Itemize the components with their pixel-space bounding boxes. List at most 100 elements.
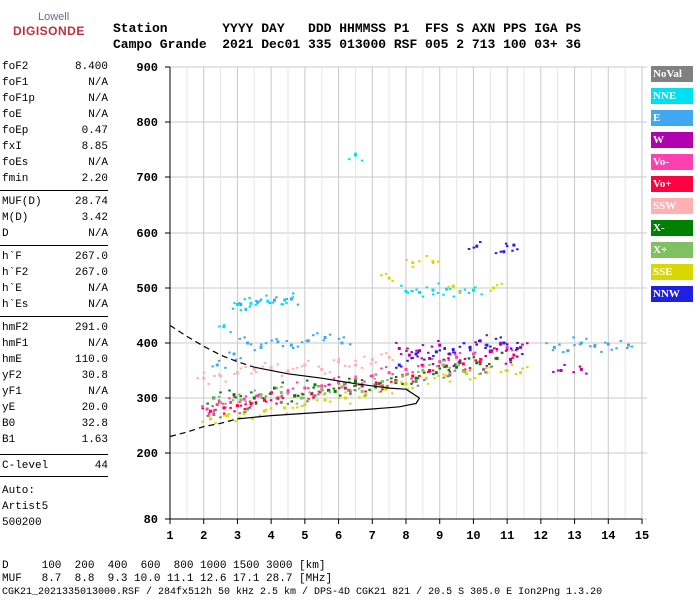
point-x [273, 386, 277, 390]
point-x [353, 380, 357, 383]
point-sse [262, 409, 266, 413]
point-echo [457, 363, 461, 366]
legend-item-nnw: NNW [651, 286, 693, 302]
point-echo [238, 302, 241, 305]
point-echo [410, 377, 413, 380]
point-echo [222, 324, 226, 327]
point-e [259, 345, 263, 349]
point-echo [353, 384, 356, 387]
param-value: 8.400 [74, 61, 108, 73]
legend-item-e: E [651, 110, 693, 126]
point-echo [265, 294, 268, 297]
point-echo [505, 343, 509, 346]
point-echo [332, 387, 336, 390]
point-nnw [451, 348, 455, 352]
point-echo [287, 389, 290, 391]
point-echo [323, 392, 327, 395]
y-tick-label: 800 [136, 116, 158, 130]
point-echo [300, 341, 304, 344]
point-echo [217, 373, 221, 376]
point-echo [410, 351, 413, 354]
point-echo [417, 365, 420, 368]
point-vo [370, 374, 374, 378]
point-echo [418, 375, 421, 377]
point-sse [519, 371, 523, 375]
point-echo [442, 293, 445, 296]
point-e [289, 297, 293, 301]
point-echo [243, 408, 247, 411]
point-vo [444, 364, 448, 368]
point-echo [213, 375, 216, 377]
point-noval [212, 413, 216, 416]
x-tick-label: 9 [436, 529, 443, 543]
param-key: h`E [2, 283, 22, 295]
point-echo [484, 371, 487, 374]
point-echo [448, 380, 452, 383]
point-vo [235, 404, 239, 408]
param-value: N/A [88, 93, 108, 105]
point-echo [280, 395, 283, 398]
point-echo [264, 395, 268, 398]
point-x [455, 365, 459, 369]
point-echo [312, 334, 315, 337]
point-echo [332, 359, 336, 362]
point-w [438, 343, 442, 347]
point-echo [585, 372, 588, 375]
point-echo [239, 357, 242, 360]
point-echo [280, 374, 284, 377]
point-nnw [485, 343, 489, 347]
point-echo [255, 394, 258, 397]
point-vo [411, 374, 415, 378]
point-echo [490, 349, 494, 352]
point-echo [254, 371, 258, 374]
point-echo [399, 353, 403, 356]
param-value: 28.74 [74, 196, 108, 208]
point-vo [205, 407, 209, 411]
point-echo [505, 245, 509, 248]
point-echo [425, 255, 429, 257]
point-w [509, 358, 513, 361]
point-e [289, 343, 293, 347]
point-echo [379, 381, 382, 384]
point-echo [386, 379, 389, 382]
param-key: foEp [2, 125, 29, 137]
point-echo [362, 395, 366, 398]
param-fof1p: foF1p N/A [2, 92, 108, 106]
point-nne [404, 289, 408, 293]
point-echo [510, 349, 514, 352]
point-nnw [502, 341, 506, 345]
param-ye: yE 20.0 [2, 401, 108, 415]
point-nnw [414, 352, 418, 356]
point-echo [317, 385, 321, 388]
param-key: foEs [2, 157, 29, 169]
point-w [579, 367, 583, 371]
point-echo [260, 343, 263, 346]
point-echo [452, 351, 455, 354]
point-echo [399, 365, 403, 368]
point-echo [316, 332, 319, 335]
param-value: 267.0 [74, 251, 108, 263]
point-echo [489, 345, 492, 348]
point-echo [401, 375, 405, 377]
point-vo [222, 406, 226, 410]
param-hmf1: hmF1 N/A [2, 337, 108, 351]
point-echo [217, 399, 221, 402]
point-echo [431, 363, 435, 365]
point-echo [217, 359, 221, 362]
param-fof2: foF2 8.400 [2, 60, 108, 74]
d-scale-line: D 100 200 400 600 800 1000 1500 3000 [km… [2, 560, 326, 572]
point-echo [578, 343, 582, 346]
point-echo [484, 367, 487, 370]
point-sse [343, 396, 347, 400]
point-echo [504, 342, 508, 345]
point-echo [213, 397, 216, 400]
point-echo [452, 284, 455, 287]
legend-item-vo: Vo+ [651, 176, 693, 192]
point-echo [270, 391, 273, 394]
point-echo [244, 309, 248, 312]
point-nne [353, 153, 357, 157]
point-echo [231, 399, 235, 402]
point-echo [437, 375, 440, 377]
point-echo [328, 391, 332, 393]
point-echo [206, 402, 209, 405]
